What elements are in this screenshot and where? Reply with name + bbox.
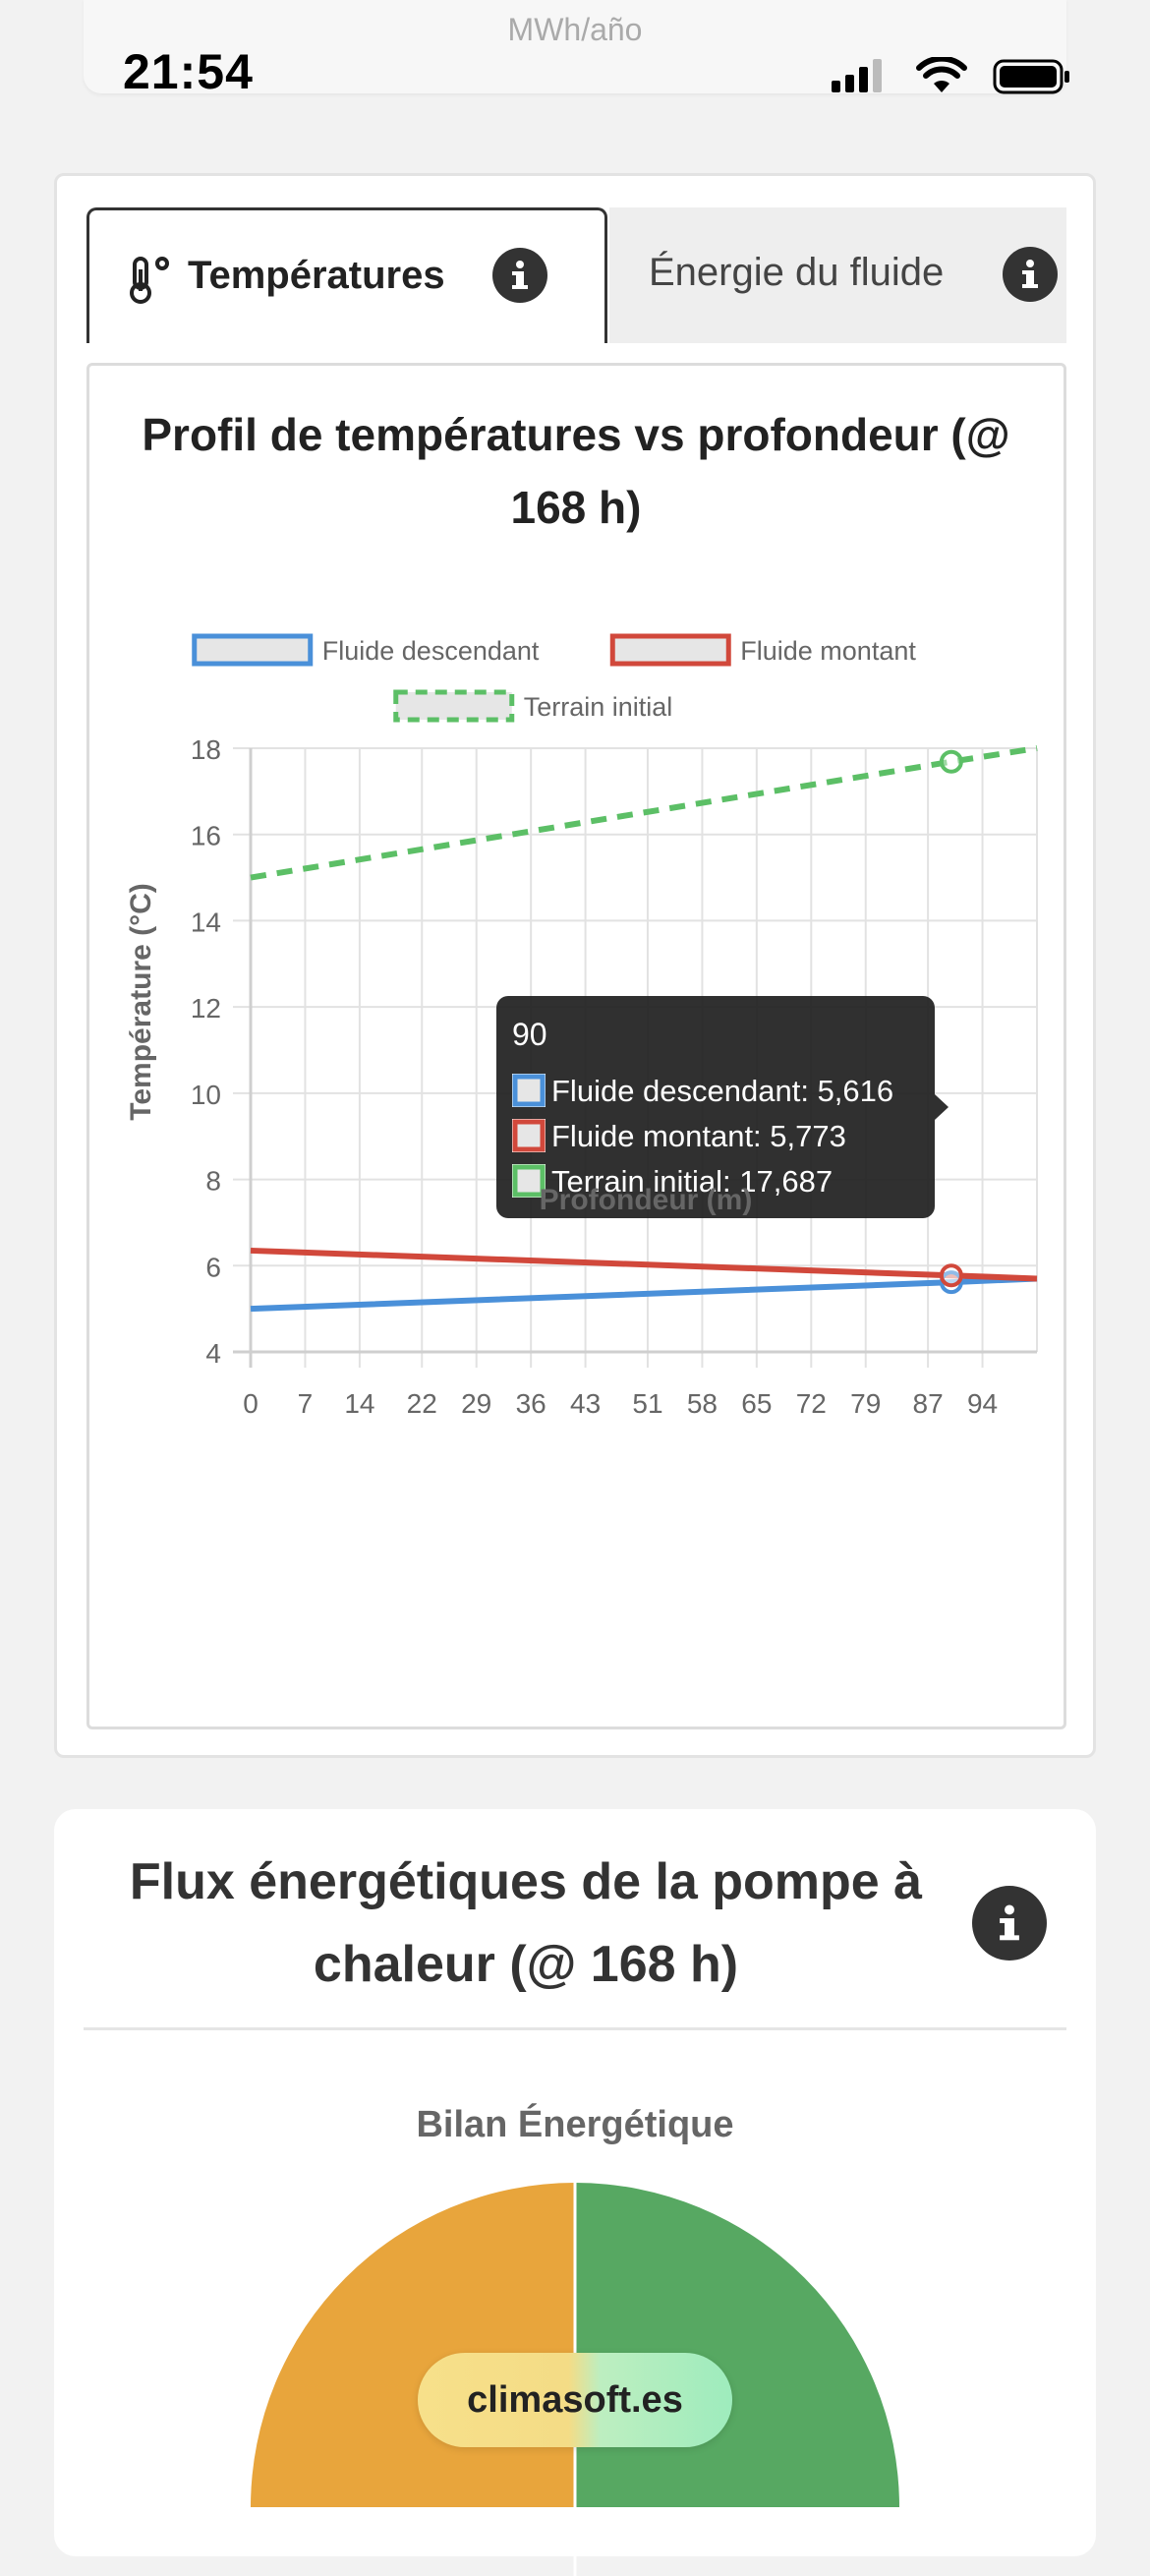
series-line-fluide-descendant <box>251 1278 1037 1309</box>
y-tick-label: 8 <box>205 1166 221 1197</box>
y-tick-label: 6 <box>205 1252 221 1282</box>
x-tick-label: 51 <box>632 1388 662 1419</box>
heat-pump-title-line2: chaleur (@ 168 h) <box>84 1923 968 2006</box>
y-tick-label: 4 <box>205 1338 221 1369</box>
y-tick-label: 16 <box>191 821 221 851</box>
temperature-profile-card: Températures Énergie du fluide Profil de… <box>54 173 1096 1758</box>
x-tick-label: 72 <box>796 1388 827 1419</box>
wifi-icon <box>916 57 967 96</box>
legend-label-terrain-initial: Terrain initial <box>524 692 673 722</box>
legend-swatch-fluide-descendant <box>195 636 311 664</box>
status-time: 21:54 <box>123 43 254 100</box>
tooltip-title: 90 <box>512 1017 547 1052</box>
y-tick-label: 18 <box>191 734 221 765</box>
thermometer-icon <box>127 256 172 305</box>
info-icon[interactable] <box>1003 247 1058 302</box>
pie-slice-left[interactable] <box>251 2183 575 2507</box>
chart-title-line2: 168 h) <box>511 482 642 533</box>
status-bar: MWh/año 21:54 <box>0 0 1150 138</box>
info-icon[interactable] <box>492 248 547 303</box>
series-line-fluide-montant <box>251 1251 1037 1279</box>
system-icons <box>832 57 1071 96</box>
chart-title-line1: Profil de températures vs profondeur (@ <box>142 409 1009 460</box>
tooltip-swatch-fluide-descendant <box>515 1077 543 1104</box>
tab-fluid-energy[interactable]: Énergie du fluide <box>609 207 1066 343</box>
x-tick-label: 7 <box>298 1388 314 1419</box>
x-tick-label: 43 <box>570 1388 601 1419</box>
tab-temperatures-label: Températures <box>188 254 445 298</box>
heat-pump-title-line1: Flux énergétiques de la pompe à <box>84 1841 968 1923</box>
chart-legend: Fluide descendant Fluide montant Terrain i… <box>195 636 917 722</box>
cellular-signal-icon <box>832 57 891 96</box>
legend-label-fluide-montant: Fluide montant <box>740 636 916 666</box>
x-tick-label: 22 <box>407 1388 437 1419</box>
x-axis-label: Profondeur (m) <box>540 1184 753 1216</box>
x-tick-label: 14 <box>344 1388 374 1419</box>
tooltip-line-fluide-montant: Fluide montant: 5,773 <box>551 1119 846 1153</box>
tooltip-swatch-fluide-montant <box>515 1122 543 1149</box>
y-tick-label: 10 <box>191 1080 221 1110</box>
y-tick-label: 12 <box>191 993 221 1024</box>
legend-swatch-fluide-montant <box>612 636 728 664</box>
hover-point-terrain-initial <box>942 752 961 772</box>
x-tick-label: 36 <box>516 1388 546 1419</box>
heat-pump-card-title: Flux énergétiques de la pompe à chaleur … <box>84 1841 968 2006</box>
legend-swatch-terrain-initial <box>396 692 512 720</box>
y-axis-label: Température (°C) <box>125 883 157 1120</box>
pie-slice-right[interactable] <box>575 2183 899 2507</box>
energy-balance-title: Bilan Énergétique <box>54 2104 1096 2146</box>
x-tick-label: 79 <box>850 1388 881 1419</box>
series-line-terrain-initial <box>251 748 1037 878</box>
x-tick-label: 58 <box>687 1388 718 1419</box>
chart-panel: Profil de températures vs profondeur (@ … <box>86 363 1066 1729</box>
info-icon[interactable] <box>972 1886 1047 1961</box>
legend-label-fluide-descendant: Fluide descendant <box>322 636 540 666</box>
tooltip-caret <box>935 1094 949 1120</box>
x-tick-label: 65 <box>741 1388 772 1419</box>
x-tick-label: 29 <box>461 1388 491 1419</box>
hover-point-fluide-montant <box>942 1265 961 1285</box>
chart-points <box>942 752 961 1292</box>
x-tick-label: 94 <box>967 1388 998 1419</box>
tooltip-line-fluide-descendant: Fluide descendant: 5,616 <box>551 1074 893 1108</box>
y-tick-label: 14 <box>191 907 221 937</box>
climasoft-watermark-badge[interactable]: climasoft.es <box>418 2353 732 2447</box>
temperature-depth-chart[interactable]: Profil de températures vs profondeur (@ … <box>89 366 1064 1727</box>
x-tick-label: 0 <box>243 1388 259 1419</box>
x-tick-label: 87 <box>913 1388 944 1419</box>
tab-temperatures[interactable]: Températures <box>86 207 607 343</box>
battery-icon <box>993 57 1071 96</box>
card-divider <box>84 2027 1066 2030</box>
tab-fluid-energy-label: Énergie du fluide <box>649 251 944 295</box>
